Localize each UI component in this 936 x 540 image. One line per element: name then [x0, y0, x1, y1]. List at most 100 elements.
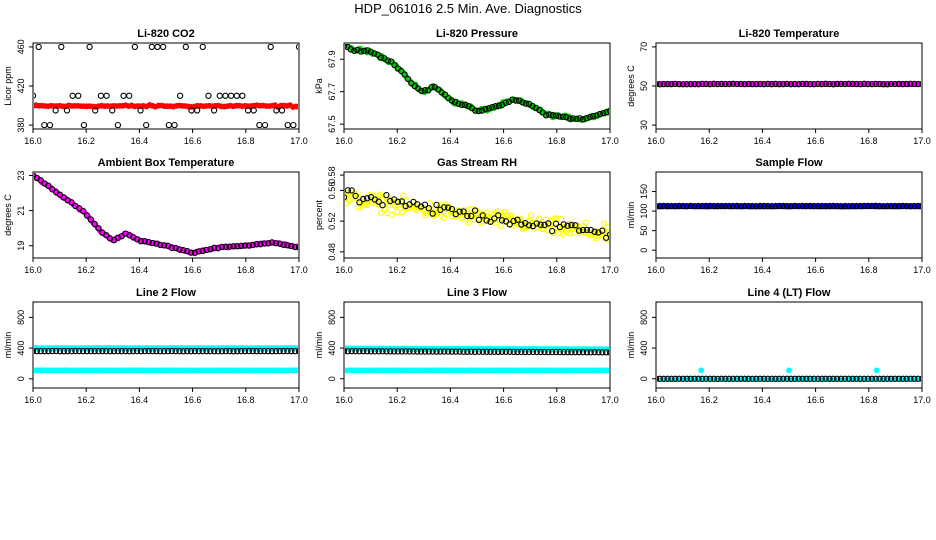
- data-point: [379, 202, 386, 209]
- data-point: [265, 240, 272, 247]
- data-point: [807, 375, 814, 382]
- data-point: [606, 349, 609, 356]
- data-point: [227, 92, 235, 99]
- data-point: [657, 375, 660, 382]
- data-point: [830, 375, 837, 382]
- data-point: [288, 242, 295, 250]
- y-tick-label: 400: [639, 341, 649, 356]
- data-point: [737, 80, 744, 88]
- data-point: [261, 240, 268, 247]
- data-point: [853, 375, 860, 382]
- data-point: [34, 348, 37, 355]
- data-point: [410, 348, 417, 355]
- x-tick-label: 16.8: [548, 265, 566, 275]
- data-point: [602, 349, 609, 356]
- data-point: [546, 111, 553, 118]
- data-point: [857, 202, 864, 210]
- data-point: [868, 375, 876, 382]
- data-point: [239, 92, 246, 99]
- data-point: [468, 348, 475, 355]
- data-point: [141, 347, 148, 355]
- data-point: [903, 375, 910, 382]
- data-point: [272, 240, 280, 247]
- data-point: [383, 348, 390, 355]
- data-point: [345, 348, 348, 355]
- data-point: [391, 61, 398, 69]
- chart-title: Li-820 Temperature: [739, 28, 840, 40]
- data-point: [356, 348, 363, 355]
- data-point: [687, 375, 694, 382]
- data-point: [479, 212, 486, 219]
- data-point: [79, 207, 87, 215]
- data-point: [234, 243, 241, 250]
- data-point: [87, 347, 94, 355]
- data-point: [880, 202, 887, 210]
- data-point: [191, 249, 199, 257]
- data-point: [226, 243, 233, 250]
- data-point: [154, 44, 161, 51]
- data-point: [559, 113, 567, 120]
- data-point: [849, 375, 856, 382]
- x-tick-label: 16.0: [24, 395, 42, 405]
- y-tick-label: 460: [16, 39, 26, 54]
- data-point: [348, 347, 355, 355]
- y-axis-label: kPa: [314, 78, 324, 94]
- data-point: [911, 202, 918, 210]
- data-point: [58, 44, 65, 51]
- data-point: [876, 375, 883, 382]
- y-axis-label: percent: [314, 199, 324, 230]
- data-point: [884, 202, 891, 210]
- data-point: [737, 375, 744, 382]
- data-point: [853, 202, 860, 210]
- data-point: [245, 347, 253, 355]
- data-point: [367, 348, 375, 355]
- data-point: [210, 107, 218, 114]
- data-point: [841, 80, 849, 88]
- data-point: [791, 80, 798, 88]
- data-point: [579, 226, 587, 234]
- data-point: [250, 107, 257, 114]
- data-point: [238, 242, 245, 249]
- data-point: [502, 218, 510, 225]
- data-point: [76, 347, 83, 355]
- data-point: [421, 87, 428, 94]
- data-point: [672, 375, 679, 382]
- x-tick-label: 16.4: [442, 136, 460, 146]
- data-point: [760, 375, 768, 382]
- data-point: [533, 348, 540, 356]
- x-tick-label: 16.6: [807, 265, 825, 275]
- y-axis-label: ml/min: [3, 332, 13, 359]
- data-point: [540, 225, 547, 233]
- data-point: [468, 212, 475, 220]
- data-point: [706, 375, 714, 382]
- data-point: [876, 80, 883, 88]
- data-point: [726, 202, 733, 210]
- y-tick-label: 380: [16, 118, 26, 133]
- data-point: [787, 375, 795, 382]
- data-point: [545, 220, 552, 227]
- data-point: [356, 199, 363, 206]
- data-point: [706, 202, 714, 210]
- data-point: [367, 48, 375, 55]
- data-point: [607, 367, 609, 374]
- x-tick-label: 16.2: [388, 136, 406, 146]
- x-tick-label: 16.8: [237, 395, 255, 405]
- data-point: [398, 348, 405, 355]
- chart-title: Gas Stream RH: [437, 157, 517, 169]
- data-point: [265, 347, 272, 355]
- data-point: [417, 348, 425, 355]
- data-point: [718, 375, 725, 382]
- data-point: [780, 375, 787, 382]
- data-point: [683, 81, 690, 88]
- data-point: [514, 348, 521, 356]
- data-point: [599, 349, 606, 356]
- data-point: [568, 349, 575, 356]
- data-point: [660, 202, 667, 210]
- data-point: [756, 202, 764, 210]
- data-point: [914, 375, 921, 382]
- data-point: [918, 81, 921, 88]
- data-point: [199, 247, 206, 255]
- data-point: [172, 244, 179, 252]
- data-point: [483, 217, 490, 224]
- data-point: [363, 195, 371, 202]
